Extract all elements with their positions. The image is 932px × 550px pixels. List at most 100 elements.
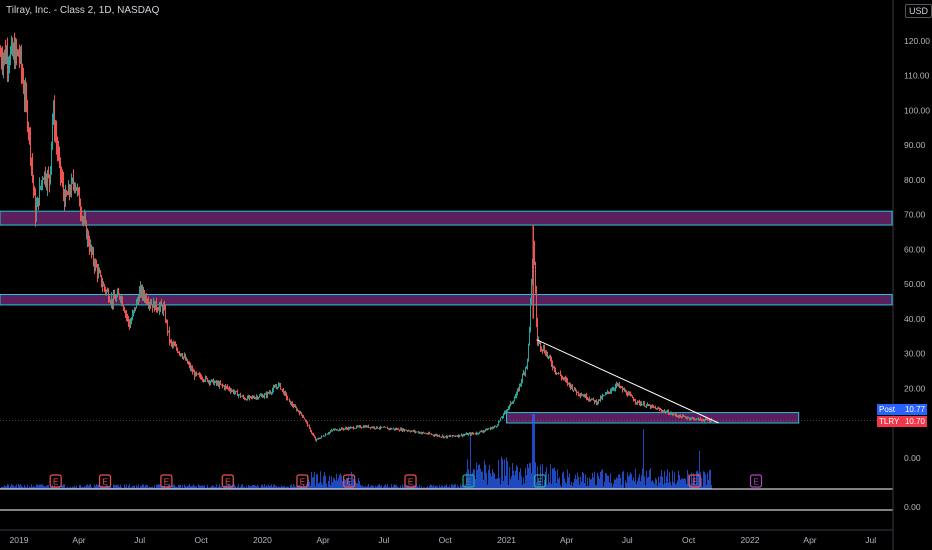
volume-bar: [310, 485, 311, 489]
volume-bar: [65, 487, 66, 489]
volume-bar: [147, 485, 148, 489]
volume-bar: [603, 486, 604, 489]
volume-bar: [488, 470, 489, 489]
volume-bar: [95, 486, 96, 489]
volume-bar: [510, 479, 511, 489]
volume-bar: [266, 485, 267, 489]
volume-bar: [652, 480, 653, 489]
earnings-marker-7[interactable]: E: [462, 474, 475, 488]
currency-badge[interactable]: USD: [905, 4, 932, 18]
volume-bar: [534, 414, 535, 489]
x-tick-label: Jul: [865, 535, 876, 545]
volume-bar: [478, 464, 479, 489]
earnings-marker-10[interactable]: E: [749, 474, 763, 488]
volume-bar: [327, 487, 328, 489]
earnings-marker-5[interactable]: E: [343, 474, 356, 488]
volume-bar: [2, 486, 3, 489]
earnings-marker-3[interactable]: E: [221, 474, 234, 488]
zone-1[interactable]: [0, 294, 893, 306]
volume-bar: [403, 486, 404, 489]
volume-bar: [312, 477, 313, 489]
volume-bar: [382, 487, 383, 489]
volume-bar: [61, 485, 62, 489]
volume-bar: [149, 486, 150, 489]
volume-bar: [217, 487, 218, 489]
volume-bar: [150, 487, 151, 489]
volume-bar: [55, 487, 56, 489]
volume-bar: [509, 466, 510, 489]
volume-bar: [187, 485, 188, 489]
volume-bar: [582, 471, 583, 489]
volume-bar: [352, 474, 353, 489]
x-tick-label: Apr: [317, 535, 330, 545]
volume-bar: [508, 484, 509, 489]
volume-bar: [142, 484, 143, 489]
volume-bar: [602, 469, 603, 489]
trendline[interactable]: [0, 339, 893, 424]
volume-bar: [31, 484, 32, 489]
volume-bar: [436, 485, 437, 489]
volume-bar: [410, 487, 411, 489]
volume-bar: [175, 486, 176, 489]
earnings-marker-0[interactable]: E: [49, 474, 62, 488]
volume-bar: [360, 484, 361, 489]
volume-bar: [277, 487, 278, 489]
volume-bar: [470, 434, 471, 489]
volume-bar: [611, 482, 612, 489]
volume-bar: [254, 485, 255, 489]
volume-bar: [157, 485, 158, 489]
volume-bar: [344, 478, 345, 489]
volume-bar: [693, 473, 694, 489]
y-tick-label: 60.00: [904, 244, 926, 254]
earnings-marker-4[interactable]: E: [296, 474, 309, 488]
symbol-title[interactable]: Tilray, Inc. - Class 2, 1D, NASDAQ: [6, 5, 160, 16]
volume-bar: [283, 486, 284, 489]
volume-bar: [284, 486, 285, 489]
earnings-marker-6[interactable]: E: [404, 474, 417, 488]
volume-bar: [437, 486, 438, 489]
zone-2[interactable]: [506, 412, 800, 424]
volume-bar: [610, 473, 611, 489]
y-tick-label: 110.00: [904, 71, 930, 81]
volume-bar: [186, 486, 187, 489]
volume-bar: [341, 475, 342, 489]
volume-bar: [574, 478, 575, 489]
volume-bar: [246, 486, 247, 489]
volume-bar: [492, 469, 493, 489]
volume-bar: [605, 473, 606, 489]
descending-trendline[interactable]: [536, 339, 719, 424]
earnings-badge: [296, 474, 309, 488]
volume-bar: [572, 485, 573, 489]
volume-bar: [160, 484, 161, 489]
volume-bar: [154, 485, 155, 489]
volume-bar: [339, 474, 340, 489]
x-tick-label: Oct: [439, 535, 453, 545]
volume-bar: [379, 484, 380, 489]
volume-bar: [544, 480, 545, 489]
supply-demand-zones: [0, 210, 893, 424]
volume-bar: [189, 484, 190, 489]
volume-bar: [239, 487, 240, 489]
volume-bar: [626, 482, 627, 489]
earnings-marker-2[interactable]: E: [160, 474, 173, 488]
volume-bar: [249, 485, 250, 489]
volume-bar: [131, 487, 132, 489]
time-axis[interactable]: 2019 Apr Jul Oct 2020 Apr Jul Oct 2021 Apr Jul Oct 2…: [10, 535, 877, 545]
volume-bar: [340, 473, 341, 489]
volume-bar: [222, 487, 223, 489]
price-axis[interactable]: 120.00 110.00 100.00 90.00 80.00 70.00 60.00 50…: [904, 36, 930, 512]
volume-bar: [56, 487, 57, 489]
volume-bar: [26, 487, 27, 489]
volume-bar: [561, 486, 562, 489]
earnings-marker-1[interactable]: E: [98, 474, 112, 488]
volume-bar: [306, 483, 307, 489]
earnings-marker-9[interactable]: E: [688, 474, 701, 488]
volume-bar: [10, 486, 11, 489]
zone-0[interactable]: [0, 210, 893, 226]
volume-bar: [73, 487, 74, 489]
volume-bar: [353, 479, 354, 489]
earnings-marker-8[interactable]: E: [533, 474, 547, 488]
volume-bar: [361, 486, 362, 489]
